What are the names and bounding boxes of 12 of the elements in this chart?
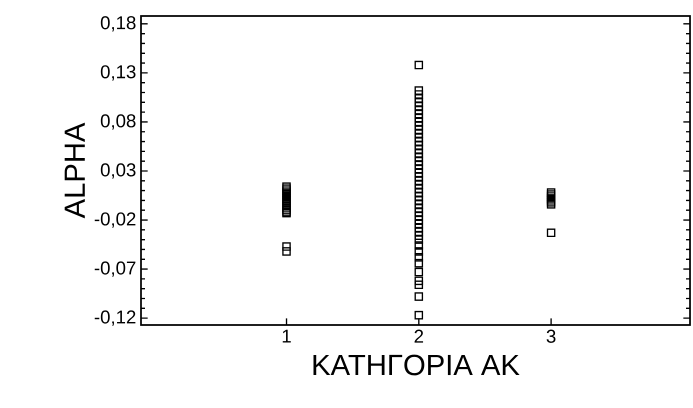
y-axis-title: ALPHA (64, 122, 85, 218)
x-tick-label: 3 (546, 330, 556, 343)
x-tick-label: 2 (414, 330, 424, 343)
y-tick-label: -0,12 (94, 310, 136, 326)
x-axis-title: ΚΑΤΗΓΟΡΙΑ ΑΚ (314, 354, 520, 376)
y-tick-label: -0,07 (94, 261, 136, 277)
y-tick-label: 0,18 (100, 16, 136, 32)
y-tick-label: -0,02 (94, 212, 136, 228)
y-tick-label: 0,08 (100, 114, 136, 130)
y-tick-label: 0,03 (100, 163, 136, 179)
y-tick-label: 0,13 (100, 65, 136, 81)
x-tick-label: 1 (282, 330, 291, 342)
